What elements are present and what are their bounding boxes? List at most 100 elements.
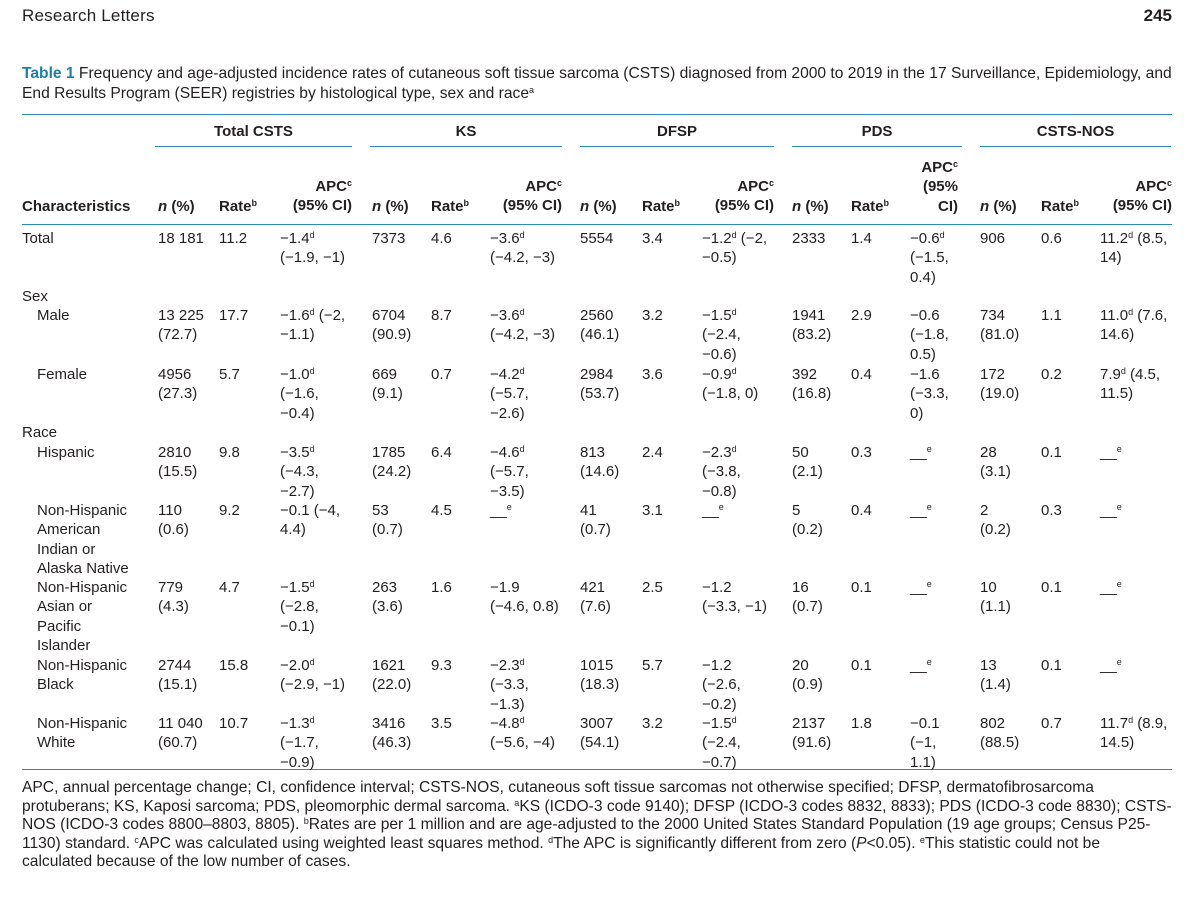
table-cell: __e xyxy=(910,657,932,674)
table-cell: −1.0d (−1.6, −0.4) xyxy=(280,366,319,422)
table-cell: 4956 (27.3) xyxy=(158,366,198,403)
table-cell: 802 (88.5) xyxy=(980,715,1020,752)
table-cell: 110 (0.6) xyxy=(158,502,189,539)
table-cell: 1.6 xyxy=(431,579,452,596)
table-cell: 1621 (22.0) xyxy=(372,657,412,694)
table-cell: __e xyxy=(1100,502,1122,519)
table-cell: 5.7 xyxy=(219,366,240,383)
table-cell: 9.3 xyxy=(431,657,452,674)
column-header-apc: APCc (95% CI) xyxy=(292,178,352,215)
table-cell: 0.7 xyxy=(431,366,452,383)
table-cell: 421 (7.6) xyxy=(580,579,611,616)
table-cell: 2.5 xyxy=(642,579,663,596)
table-cell: 28 (3.1) xyxy=(980,444,1011,481)
table-cell: 669 (9.1) xyxy=(372,366,403,403)
table-cell: 6.4 xyxy=(431,444,452,461)
column-header-n: n (%) xyxy=(372,198,409,215)
table-cell: 263 (3.6) xyxy=(372,579,403,616)
table-cell: 2333 xyxy=(792,230,826,247)
table-cell: 3.6 xyxy=(642,366,663,383)
group-header: Total CSTS xyxy=(155,123,352,147)
table-cell: __e xyxy=(910,502,932,519)
table-cell: −1.5d (−2.8, −0.1) xyxy=(280,579,319,635)
column-header-characteristics: Characteristics xyxy=(22,198,131,215)
column-header-apc: APCc (95% CI) xyxy=(1112,178,1172,215)
table-cell: 4.6 xyxy=(431,230,452,247)
table-cell: 734 (81.0) xyxy=(980,307,1020,344)
group-header: PDS xyxy=(792,123,962,147)
table-cell: −3.6d (−4.2, −3) xyxy=(490,230,556,267)
table-cell: 906 xyxy=(980,230,1006,247)
table-cell: 10.7 xyxy=(219,715,249,732)
table-cell: 0.1 xyxy=(851,579,872,596)
table-cell: 7373 xyxy=(372,230,406,247)
table-cell: __e xyxy=(490,502,512,519)
table-cell: 0.3 xyxy=(851,444,872,461)
table-cell: 2560 (46.1) xyxy=(580,307,620,344)
table-cell: 11.2 xyxy=(219,230,248,247)
table-cell: 13 225 (72.7) xyxy=(158,307,204,344)
table-cell: 9.2 xyxy=(219,502,240,519)
table-cell: 1.8 xyxy=(851,715,872,732)
table-cell: 172 (19.0) xyxy=(980,366,1020,403)
table-cell: −1.3d (−1.7, −0.9) xyxy=(280,715,319,771)
table-cell: 11.2d (8.5, 14) xyxy=(1100,230,1168,267)
table-cell: 5 (0.2) xyxy=(792,502,823,539)
table-cell: −1.6 (−3.3, 0) xyxy=(910,366,949,422)
table-cell: 813 (14.6) xyxy=(580,444,620,481)
table-cell: 18 181 xyxy=(158,230,204,247)
table-cell: 0.2 xyxy=(1041,366,1062,383)
column-header-rate: Rateb xyxy=(642,198,681,215)
table-cell: 5.7 xyxy=(642,657,663,674)
table-footnotes: APC, annual percentage change; CI, confi… xyxy=(22,779,1174,872)
table-cell: 3.2 xyxy=(642,307,663,324)
table-cell: 0.1 xyxy=(1041,579,1062,596)
table-cell: 779 (4.3) xyxy=(158,579,189,616)
table-cell: 0.1 xyxy=(1041,657,1062,674)
table-cell: −1.6d (−2, −1.1) xyxy=(280,307,346,344)
table-cell: 0.4 xyxy=(851,366,872,383)
table-cell: __e xyxy=(1100,579,1122,596)
group-header: KS xyxy=(370,123,562,147)
table-cell: 2.4 xyxy=(642,444,663,461)
table-cell: 5554 xyxy=(580,230,614,247)
table-cell: −4.2d (−5.7, −2.6) xyxy=(490,366,529,422)
table-cell: 2137 (91.6) xyxy=(792,715,832,752)
table-cell: 11.7d (8.9, 14.5) xyxy=(1100,715,1168,752)
column-header-rate: Rateb xyxy=(219,198,258,215)
table-cell: 7.9d (4.5, 11.5) xyxy=(1100,366,1161,403)
table-cell: 13 (1.4) xyxy=(980,657,1011,694)
table-cell: −1.2 (−3.3, −1) xyxy=(702,579,768,616)
table-cell: 17.7 xyxy=(219,307,249,324)
table-cell: __e xyxy=(1100,657,1122,674)
table-cell: 3.2 xyxy=(642,715,663,732)
table-cell: 53 (0.7) xyxy=(372,502,403,539)
row-label: Female xyxy=(37,366,88,383)
column-header-rate: Rateb xyxy=(1041,198,1080,215)
footnote-text: APC, annual percentage change; CI, confi… xyxy=(22,779,1172,871)
group-header: DFSP xyxy=(580,123,774,147)
table-cell: 0.4 xyxy=(851,502,872,519)
table-cell: −1.4d (−1.9, −1) xyxy=(280,230,346,267)
table-cell: −2.0d (−2.9, −1) xyxy=(280,657,346,694)
column-header-apc: APCc (95% CI) xyxy=(502,178,562,215)
table-cell: −0.1 (−1, 1.1) xyxy=(910,715,940,771)
table-cell: 1015 (18.3) xyxy=(580,657,620,694)
table-top-rule xyxy=(22,114,1172,115)
table-cell: 10 (1.1) xyxy=(980,579,1011,616)
row-label: Non-Hispanic Black xyxy=(37,657,128,694)
table-cell: 41 (0.7) xyxy=(580,502,611,539)
row-label: Non-Hispanic White xyxy=(37,715,128,752)
column-header-apc: APCc (95% CI) xyxy=(714,178,774,215)
table-cell: 1785 (24.2) xyxy=(372,444,412,481)
table-cell: −1.2d (−2, −0.5) xyxy=(702,230,768,267)
column-header-n: n (%) xyxy=(980,198,1017,215)
table-cell: −1.9 (−4.6, 0.8) xyxy=(490,579,559,616)
table-cell: −2.3d (−3.3, −1.3) xyxy=(490,657,529,713)
table-cell: −0.9d (−1.8, 0) xyxy=(702,366,759,403)
table-cell: −1.5d (−2.4, −0.7) xyxy=(702,715,741,771)
table-cell: __e xyxy=(1100,444,1122,461)
table-cell: 9.8 xyxy=(219,444,240,461)
table-cell: __e xyxy=(910,444,932,461)
table-cell: −1.5d (−2.4, −0.6) xyxy=(702,307,741,363)
